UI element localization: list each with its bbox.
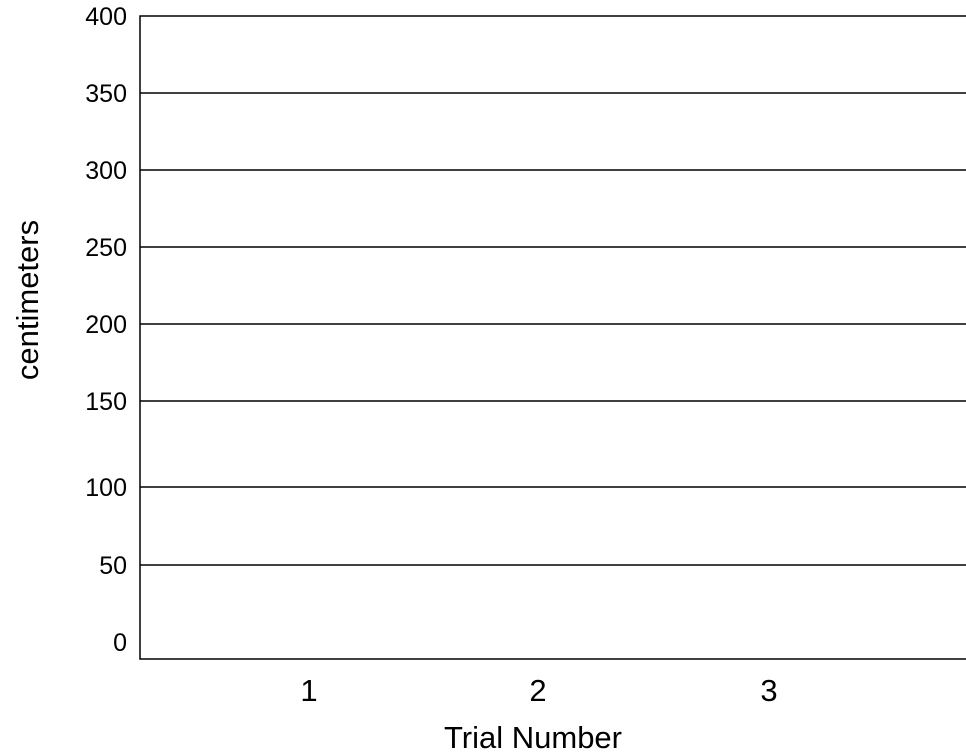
y-tick-label: 150 bbox=[85, 388, 127, 416]
y-tick-label: 250 bbox=[85, 234, 127, 262]
x-axis-title: Trial Number bbox=[444, 720, 622, 752]
x-tick-labels: 1 2 3 bbox=[300, 673, 777, 708]
y-tick-label: 400 bbox=[85, 3, 127, 31]
y-tick-label: 0 bbox=[113, 629, 127, 657]
y-axis-title: centimeters bbox=[10, 220, 45, 380]
x-tick-label: 3 bbox=[760, 673, 777, 708]
plot-frame bbox=[139, 15, 966, 660]
x-tick-label: 2 bbox=[529, 673, 546, 708]
y-tick-label: 350 bbox=[85, 80, 127, 108]
y-tick-label: 50 bbox=[99, 552, 127, 580]
x-tick-label: 1 bbox=[300, 673, 317, 708]
y-tick-label: 200 bbox=[85, 311, 127, 339]
y-tick-label: 100 bbox=[85, 474, 127, 502]
y-tick-label: 300 bbox=[85, 157, 127, 185]
y-tick-labels: 0 50 100 150 200 250 300 350 400 bbox=[85, 3, 127, 657]
gridlines bbox=[140, 92, 966, 566]
